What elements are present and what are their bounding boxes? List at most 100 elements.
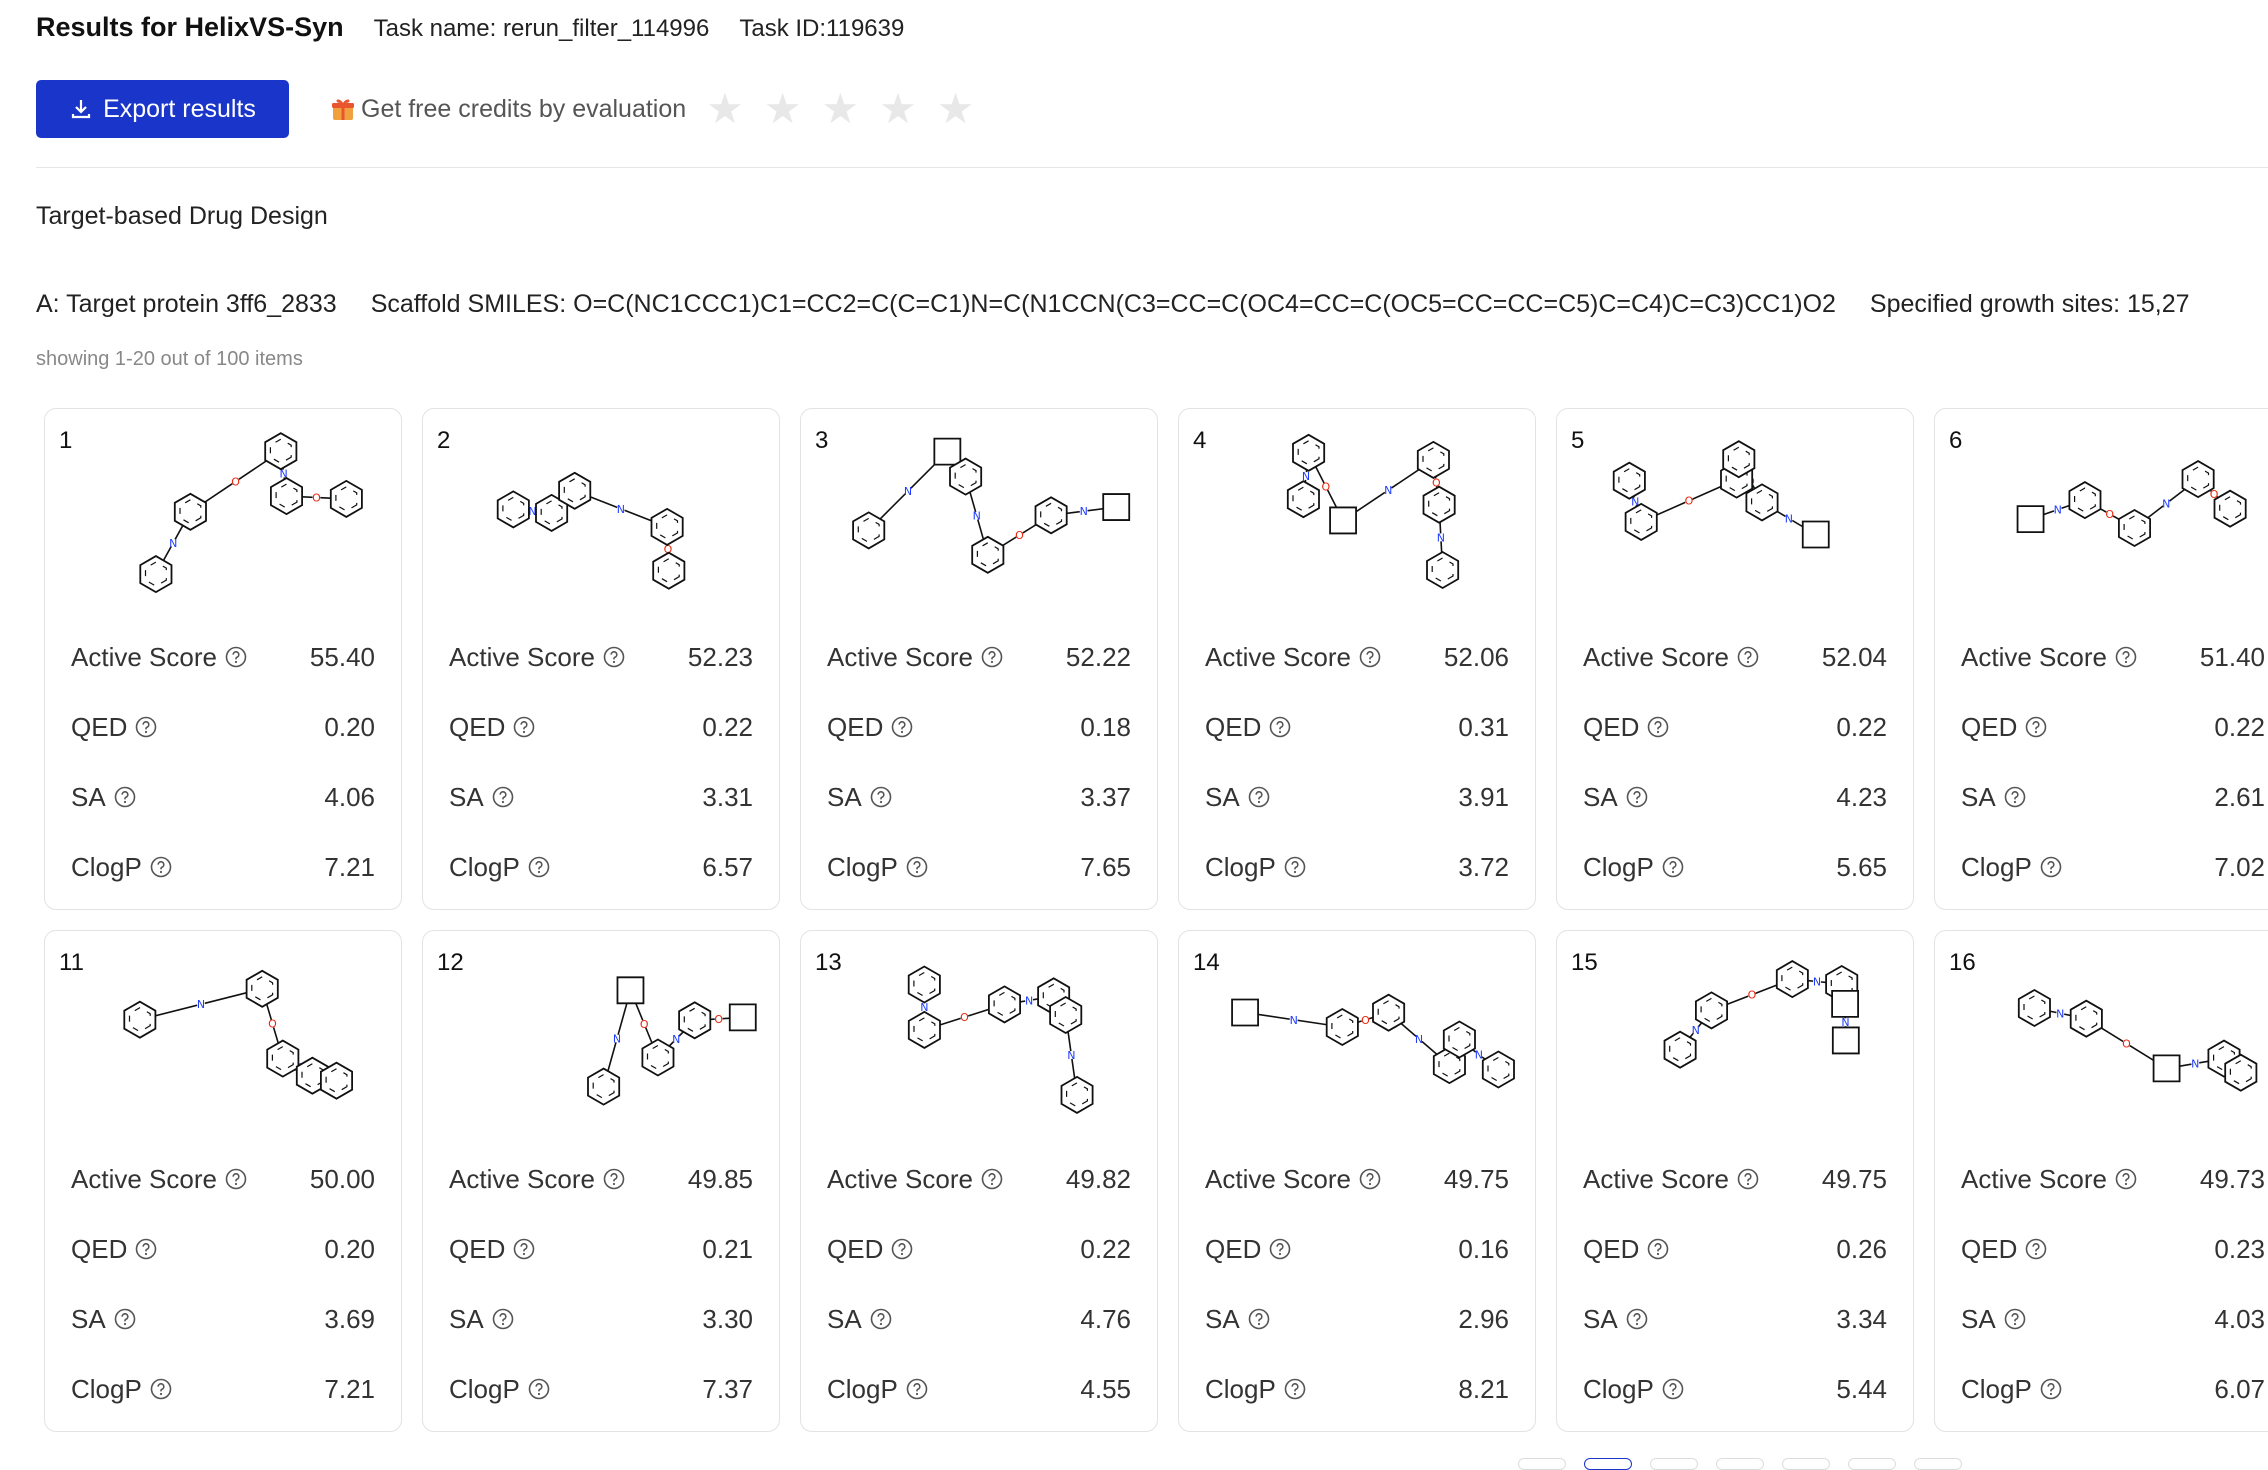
help-icon[interactable] (150, 1378, 172, 1400)
metric-label: ClogP (1583, 1374, 1654, 1405)
help-icon[interactable] (1269, 716, 1291, 738)
molecule-card[interactable]: NONON14Active Score49.75QED0.16SA2.96Clo… (1178, 930, 1536, 1432)
pagination-page[interactable] (1716, 1458, 1764, 1470)
pagination-prev[interactable] (1518, 1458, 1566, 1470)
metric-value: 0.16 (1458, 1234, 1509, 1265)
pagination-page[interactable] (1914, 1458, 1962, 1470)
help-icon[interactable] (114, 786, 136, 808)
help-icon[interactable] (1737, 1168, 1759, 1190)
help-icon[interactable] (906, 1378, 928, 1400)
help-icon[interactable] (1248, 1308, 1270, 1330)
help-icon[interactable] (1269, 1238, 1291, 1260)
pagination-page[interactable] (1782, 1458, 1830, 1470)
free-credits-link[interactable]: Get free credits by evaluation (329, 95, 686, 124)
metric-label: Active Score (1961, 642, 2107, 673)
credits-text: Get free credits by evaluation (361, 95, 686, 124)
help-icon[interactable] (2025, 1238, 2047, 1260)
help-icon[interactable] (1626, 1308, 1648, 1330)
help-icon[interactable] (2025, 716, 2047, 738)
star-icon[interactable]: ★ (821, 88, 859, 130)
star-icon[interactable]: ★ (879, 88, 917, 130)
help-icon[interactable] (1647, 716, 1669, 738)
help-icon[interactable] (1662, 856, 1684, 878)
metric-value: 3.30 (702, 1304, 753, 1335)
metric-label: Active Score (827, 1164, 973, 1195)
metric-value: 7.21 (324, 1374, 375, 1405)
help-icon[interactable] (135, 716, 157, 738)
metric-label: Active Score (827, 642, 973, 673)
molecule-card[interactable]: NONON15Active Score49.75QED0.26SA3.34Clo… (1556, 930, 1914, 1432)
help-icon[interactable] (1359, 646, 1381, 668)
star-icon[interactable]: ★ (706, 88, 744, 130)
star-icon[interactable]: ★ (764, 88, 802, 130)
star-icon[interactable]: ★ (937, 88, 975, 130)
help-icon[interactable] (891, 1238, 913, 1260)
help-icon[interactable] (2004, 1308, 2026, 1330)
help-icon[interactable] (1284, 1378, 1306, 1400)
help-icon[interactable] (2115, 646, 2137, 668)
help-icon[interactable] (1359, 1168, 1381, 1190)
metric-label: ClogP (1205, 852, 1276, 883)
help-icon[interactable] (528, 856, 550, 878)
help-icon[interactable] (1662, 1378, 1684, 1400)
pagination-page[interactable] (1650, 1458, 1698, 1470)
toolbar: Export results Get free credits by evalu… (36, 80, 974, 138)
molecule-card[interactable]: NONO16Active Score49.73QED0.23SA4.03Clog… (1934, 930, 2268, 1432)
molecule-card[interactable]: NONON3Active Score52.22QED0.18SA3.37Clog… (800, 408, 1158, 910)
help-icon[interactable] (981, 646, 1003, 668)
rating-stars[interactable]: ★ ★ ★ ★ ★ (706, 88, 974, 130)
help-icon[interactable] (225, 1168, 247, 1190)
help-icon[interactable] (2004, 786, 2026, 808)
help-icon[interactable] (603, 1168, 625, 1190)
help-icon[interactable] (135, 1238, 157, 1260)
metric-value: 4.76 (1080, 1304, 1131, 1335)
metric-label: Active Score (71, 1164, 217, 1195)
molecule-card[interactable]: NONO2Active Score52.23QED0.22SA3.31ClogP… (422, 408, 780, 910)
help-icon[interactable] (492, 786, 514, 808)
metric-label: ClogP (1205, 1374, 1276, 1405)
download-icon (69, 97, 93, 121)
pagination-page[interactable] (1584, 1458, 1632, 1470)
pagination-page[interactable] (1848, 1458, 1896, 1470)
molecule-card[interactable]: NONO11Active Score50.00QED0.20SA3.69Clog… (44, 930, 402, 1432)
help-icon[interactable] (1626, 786, 1648, 808)
help-icon[interactable] (2115, 1168, 2137, 1190)
help-icon[interactable] (513, 716, 535, 738)
metric-value: 4.06 (324, 782, 375, 813)
molecule-card[interactable]: NONON5Active Score52.04QED0.22SA4.23Clog… (1556, 408, 1914, 910)
help-icon[interactable] (492, 1308, 514, 1330)
help-icon[interactable] (150, 856, 172, 878)
help-icon[interactable] (981, 1168, 1003, 1190)
help-icon[interactable] (2040, 1378, 2062, 1400)
help-icon[interactable] (2040, 856, 2062, 878)
export-results-button[interactable]: Export results (36, 80, 289, 138)
help-icon[interactable] (513, 1238, 535, 1260)
help-icon[interactable] (891, 716, 913, 738)
help-icon[interactable] (1248, 786, 1270, 808)
molecule-card[interactable]: NONON13Active Score49.82QED0.22SA4.76Clo… (800, 930, 1158, 1432)
help-icon[interactable] (1647, 1238, 1669, 1260)
help-icon[interactable] (1284, 856, 1306, 878)
page-title: Results for HelixVS-Syn (36, 12, 344, 43)
help-icon[interactable] (603, 646, 625, 668)
help-icon[interactable] (870, 786, 892, 808)
help-icon[interactable] (870, 1308, 892, 1330)
help-icon[interactable] (1737, 646, 1759, 668)
help-icon[interactable] (906, 856, 928, 878)
help-icon[interactable] (114, 1308, 136, 1330)
help-icon[interactable] (528, 1378, 550, 1400)
help-icon[interactable] (225, 646, 247, 668)
